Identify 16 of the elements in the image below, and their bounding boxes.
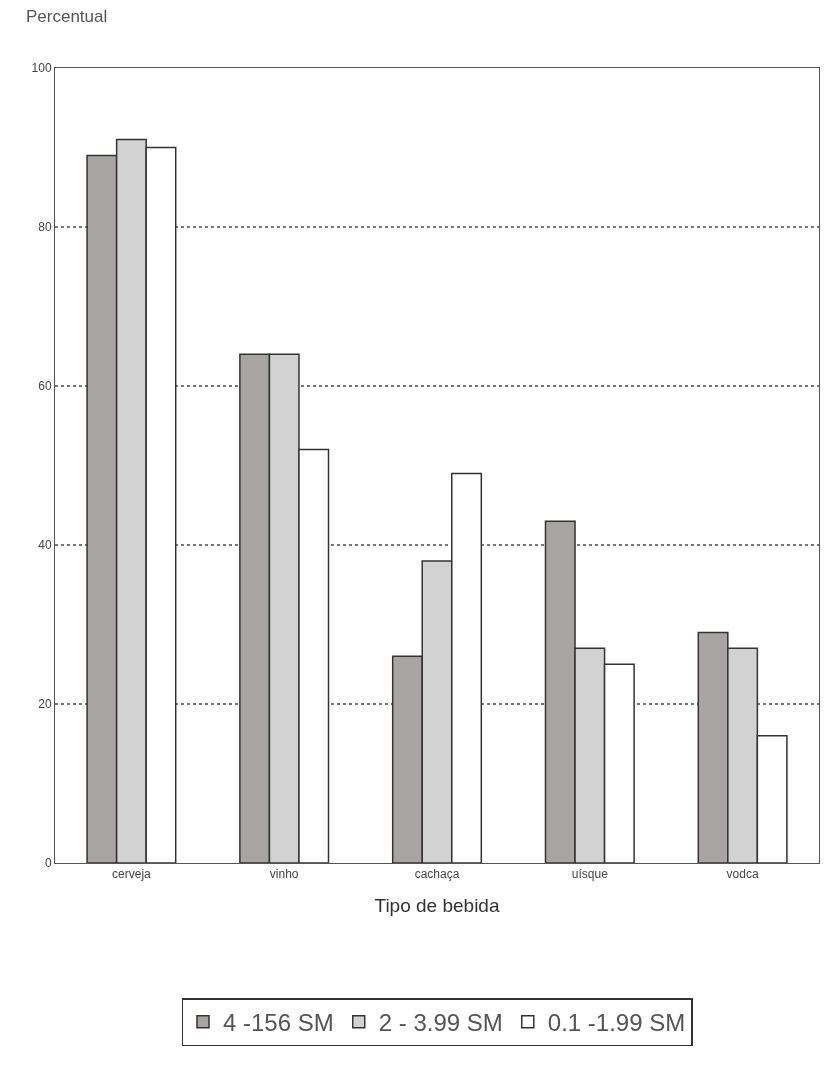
- legend-label: 2 - 3.99 SM: [378, 1009, 503, 1037]
- x-tick-label: cerveja: [112, 867, 152, 882]
- legend-label: 4 -156 SM: [223, 1009, 334, 1037]
- y-tick-label: 80: [38, 220, 52, 235]
- y-tick-label: 40: [38, 538, 52, 553]
- legend-label: 0.1 -1.99 SM: [547, 1009, 686, 1037]
- y-tick-label: 60: [38, 379, 52, 394]
- x-tick-label: vodca: [726, 867, 759, 882]
- x-tick-label: cachaça: [414, 867, 460, 882]
- x-axis-title: Tipo de bebida: [374, 895, 500, 917]
- x-tick-label: uísque: [571, 867, 609, 882]
- x-tick-label: vinho: [269, 867, 299, 882]
- y-tick-label: 0: [44, 856, 52, 871]
- y-tick-label: 100: [31, 61, 52, 76]
- y-axis-title: Percentual: [26, 7, 108, 26]
- y-tick-label: 20: [38, 697, 52, 712]
